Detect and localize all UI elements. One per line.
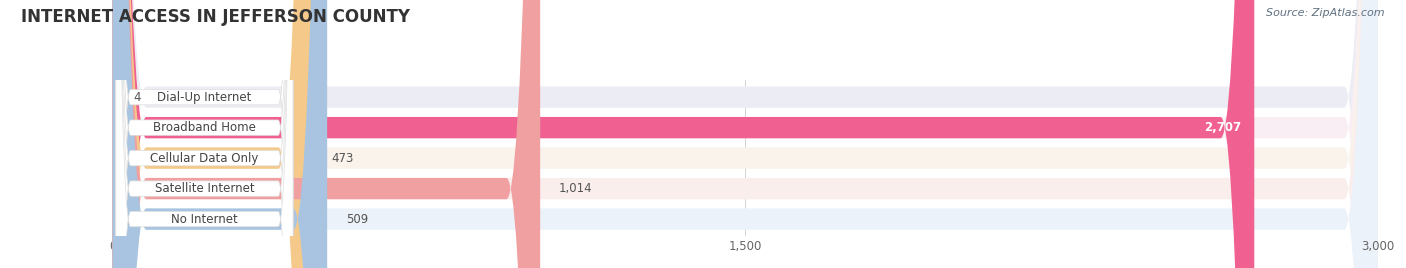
FancyBboxPatch shape	[112, 0, 1378, 268]
FancyBboxPatch shape	[115, 0, 292, 268]
Text: INTERNET ACCESS IN JEFFERSON COUNTY: INTERNET ACCESS IN JEFFERSON COUNTY	[21, 8, 411, 26]
Text: Cellular Data Only: Cellular Data Only	[150, 152, 259, 165]
FancyBboxPatch shape	[112, 0, 328, 268]
Text: 509: 509	[346, 213, 368, 226]
Text: 1,014: 1,014	[560, 182, 593, 195]
FancyBboxPatch shape	[112, 0, 312, 268]
FancyBboxPatch shape	[115, 0, 292, 268]
Text: Source: ZipAtlas.com: Source: ZipAtlas.com	[1267, 8, 1385, 18]
Text: Broadband Home: Broadband Home	[153, 121, 256, 134]
Text: 2,707: 2,707	[1205, 121, 1241, 134]
FancyBboxPatch shape	[112, 0, 1254, 268]
Text: Satellite Internet: Satellite Internet	[155, 182, 254, 195]
FancyBboxPatch shape	[115, 0, 292, 268]
Text: 473: 473	[330, 152, 353, 165]
FancyBboxPatch shape	[115, 0, 292, 268]
Text: Dial-Up Internet: Dial-Up Internet	[157, 91, 252, 104]
Text: No Internet: No Internet	[172, 213, 238, 226]
FancyBboxPatch shape	[112, 0, 1378, 268]
FancyBboxPatch shape	[112, 0, 1378, 268]
FancyBboxPatch shape	[112, 0, 1378, 268]
FancyBboxPatch shape	[112, 47, 114, 147]
Text: 4: 4	[134, 91, 141, 104]
FancyBboxPatch shape	[112, 0, 1378, 268]
FancyBboxPatch shape	[115, 0, 292, 268]
FancyBboxPatch shape	[112, 0, 540, 268]
